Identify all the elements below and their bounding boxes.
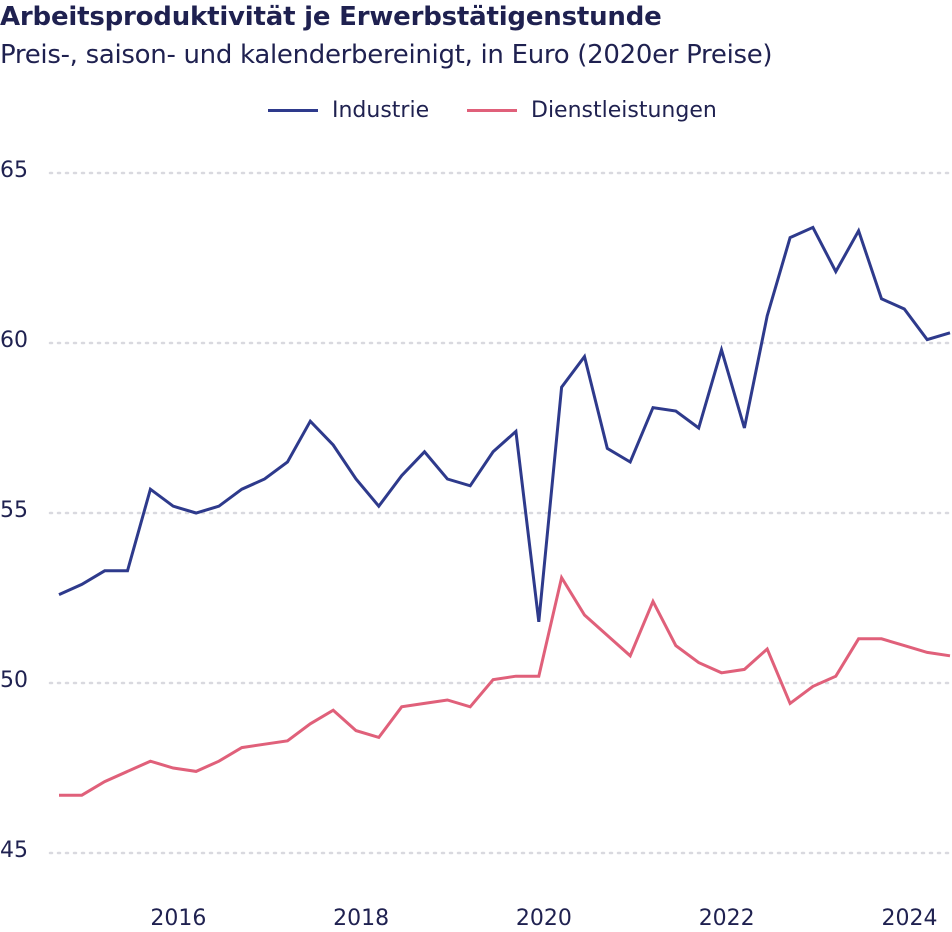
legend-label-industrie: Industrie <box>332 97 430 123</box>
series-lines <box>58 225 951 797</box>
legend: Industrie Dienstleistungen <box>0 94 952 126</box>
y-tick-label: 45 <box>0 838 28 863</box>
y-tick-label: 50 <box>0 668 28 693</box>
x-tick-label: 2022 <box>699 906 755 931</box>
y-tick-label: 60 <box>0 328 28 353</box>
x-tick-label: 2016 <box>150 906 206 931</box>
y-tick-label: 55 <box>0 498 28 523</box>
series-line-dienstleistungen <box>59 573 951 797</box>
gridlines <box>48 171 952 855</box>
legend-label-dienstleistungen: Dienstleistungen <box>531 97 717 123</box>
x-tick-label: 2020 <box>516 906 572 931</box>
chart-subtitle: Preis-, saison- und kalenderbereinigt, i… <box>0 40 773 70</box>
legend-swatch-industrie <box>268 108 318 112</box>
series-line-industrie <box>58 225 951 622</box>
y-axis-labels: 45 50 55 60 65 <box>0 158 28 863</box>
chart-title: Arbeitsproduktivität je Erwerbstätigenst… <box>0 2 662 32</box>
legend-item-industrie: Industrie <box>268 94 429 126</box>
x-tick-label: 2024 <box>881 906 937 931</box>
x-axis-labels: 2016 2018 2020 2022 2024 <box>150 906 937 931</box>
legend-item-dienstleistungen: Dienstleistungen <box>467 94 717 126</box>
x-tick-label: 2018 <box>333 906 389 931</box>
y-tick-label: 65 <box>0 158 28 183</box>
legend-swatch-dienstleistungen <box>467 108 517 112</box>
